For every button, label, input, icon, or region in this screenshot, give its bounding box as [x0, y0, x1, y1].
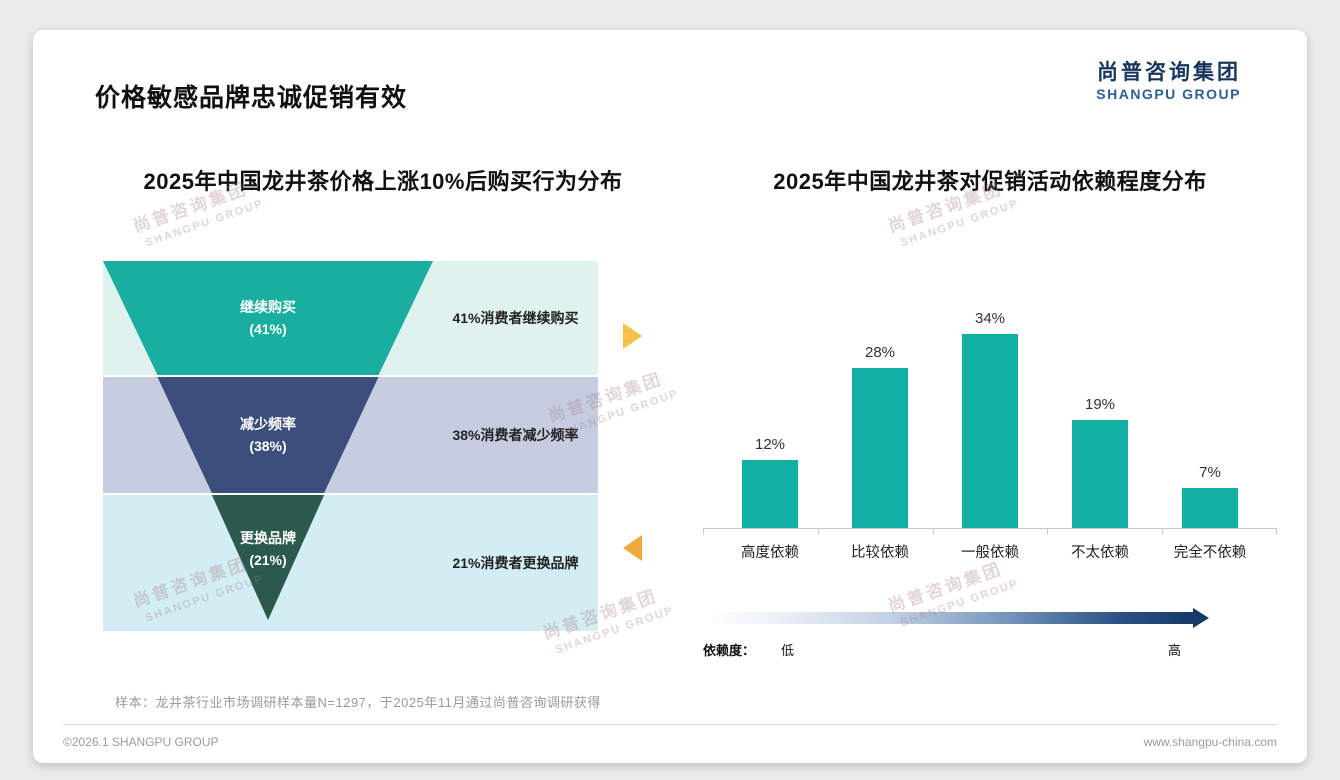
funnel-row-switch: 更换品牌 (21%) 21%消费者更换品牌 — [103, 495, 598, 631]
website-text: www.shangpu-china.com — [1143, 735, 1277, 749]
copyright-text: ©2026.1 SHANGPU GROUP — [63, 735, 219, 749]
axis-tick — [703, 528, 704, 534]
dependency-axis-labels: 依赖度： 低 高 — [703, 640, 1209, 659]
funnel-segment-label: 继续购买 (41%) — [240, 298, 296, 337]
gradient-bar — [703, 612, 1195, 624]
category-label: 不太依赖 — [1071, 545, 1129, 561]
footer-bar: ©2026.1 SHANGPU GROUP www.shangpu-china.… — [63, 724, 1277, 749]
company-logo: 尚普咨询集团 SHANGPU GROUP — [1096, 60, 1241, 104]
funnel-desc-continue: 41%消费者继续购买 — [452, 310, 579, 326]
funnel-row-continue: 继续购买 (41%) 41%消费者继续购买 — [103, 261, 598, 375]
content-area: 2025年中国龙井茶价格上涨10%后购买行为分布 继续购买 (41%) 41%消… — [63, 165, 1277, 659]
bar-value-label: 12% — [754, 435, 786, 453]
axis-tick — [1047, 528, 1049, 534]
category-label: 完全不依赖 — [1173, 545, 1247, 561]
bar — [852, 368, 908, 528]
category-label: 比较依赖 — [851, 545, 909, 561]
bar-value-label: 28% — [864, 344, 896, 362]
bar-column: 12% — [715, 436, 825, 528]
bar-column: 28% — [825, 344, 935, 528]
bar — [1072, 419, 1128, 528]
bar-chart-title: 2025年中国龙井茶对促销活动依赖程度分布 — [773, 169, 1207, 194]
bar-column: 19% — [1045, 396, 1155, 528]
funnel-desc-switch: 21%消费者更换品牌 — [452, 555, 579, 571]
page-title: 价格敏感品牌忠诚促销有效 — [95, 84, 408, 112]
axis-tick — [1276, 528, 1277, 534]
bar-value-label: 34% — [974, 310, 1006, 328]
slide-card: 尚普咨询集团 SHANGPU GROUP 尚普咨询集团 SHANGPU GROUP 尚普… — [33, 30, 1307, 763]
axis-tick — [817, 528, 819, 534]
funnel-segment-label: 更换品牌 (21%) — [240, 529, 296, 568]
bar-category-labels: 高度依赖 比较依赖 一般依赖 不太依赖 完全不依赖 — [703, 529, 1277, 562]
funnel-chart: 继续购买 (41%) 41%消费者继续购买 减少频率 (38%) 38%消费者减… — [103, 261, 642, 631]
bar-chart: 12% 28% 34% 19% 7% — [703, 310, 1277, 534]
dependency-high-label: 高 — [1167, 643, 1181, 658]
dependency-gradient-arrow — [703, 608, 1209, 628]
bar-column: 34% — [935, 310, 1045, 528]
funnel-segment-label: 减少频率 (38%) — [240, 415, 296, 454]
category-label: 一般依赖 — [961, 545, 1019, 561]
bar-value-label: 19% — [1084, 395, 1116, 413]
axis-tick — [932, 528, 934, 534]
bar-section: 2025年中国龙井茶对促销活动依赖程度分布 12% 28% 34% 19% — [703, 165, 1277, 659]
funnel-row-reduce: 减少频率 (38%) 38%消费者减少频率 — [103, 377, 598, 493]
funnel-segment-reduce: 减少频率 (38%) — [157, 377, 379, 493]
bar-value-label: 7% — [1199, 464, 1221, 482]
funnel-chart-title: 2025年中国龙井茶价格上涨10%后购买行为分布 — [143, 169, 623, 194]
yellow-right-arrow-icon — [623, 323, 642, 349]
gradient-arrowhead-icon — [1193, 608, 1209, 628]
logo-text-cn: 尚普咨询集团 — [1097, 61, 1241, 84]
funnel-segment-continue: 继续购买 (41%) — [103, 261, 433, 375]
funnel-section: 2025年中国龙井茶价格上涨10%后购买行为分布 继续购买 (41%) 41%消… — [63, 165, 703, 659]
funnel-segment-switch: 更换品牌 (21%) — [211, 495, 325, 621]
sample-note: 样本：龙井茶行业市场调研样本量N=1297，于2025年11月通过尚普咨询调研获… — [115, 695, 601, 710]
orange-left-arrow-icon — [623, 535, 642, 561]
category-label: 高度依赖 — [741, 545, 799, 561]
dependency-axis-title: 依赖度： — [703, 643, 756, 658]
bar — [1182, 488, 1238, 528]
funnel-desc-reduce: 38%消费者减少频率 — [452, 427, 579, 443]
axis-tick — [1162, 528, 1164, 534]
dependency-low-label: 低 — [781, 643, 795, 658]
logo-text-en: SHANGPU GROUP — [1096, 86, 1241, 103]
bar — [962, 334, 1018, 528]
bar — [742, 459, 798, 528]
bar-column: 7% — [1155, 464, 1265, 528]
